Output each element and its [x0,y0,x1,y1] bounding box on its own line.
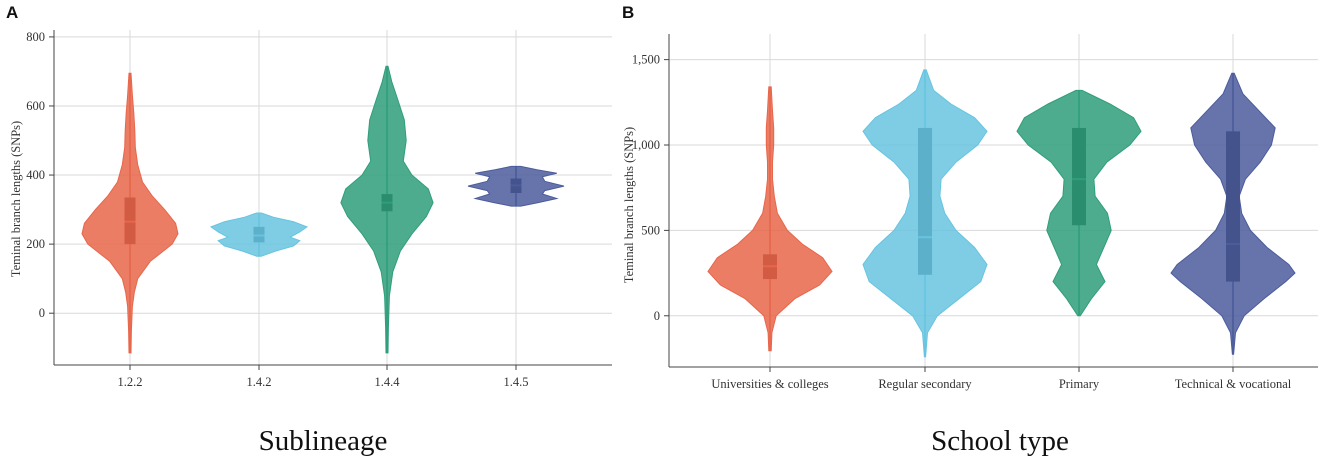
x-tick-label: Regular secondary [878,377,972,391]
violin-iqr-box [1226,131,1240,282]
violin-iqr-box [918,127,932,275]
violin-iqr-box [1072,127,1086,226]
y-tick-label: 1,500 [632,53,660,67]
x-tick-label: Technical & vocational [1175,377,1292,391]
y-tick-label: 0 [654,309,660,323]
y-tick-label: 800 [26,30,45,44]
x-tick-label: 1.4.2 [247,375,272,389]
x-tick-label: Universities & colleges [711,377,828,391]
x-tick-label: Primary [1059,377,1100,391]
x-tick-label: 1.4.4 [375,375,401,389]
panel-a-letter: A [6,3,18,22]
y-tick-label: 400 [26,168,45,182]
y-tick-label: 0 [39,306,45,320]
x-tick-label: 1.4.5 [504,375,529,389]
panel-a: A Sublineage Teminal branch lengths (SNP… [6,3,612,457]
panel-a-x-title: Sublineage [259,425,388,457]
y-tick-label: 500 [641,223,660,237]
panel-b: B School type Teminal branch lengths (SN… [622,3,1318,457]
y-tick-label: 1,000 [632,138,660,152]
x-tick-label: 1.2.2 [118,375,143,389]
panel-b-letter: B [622,3,634,22]
panel-b-y-title: Teminal branch lengths (SNPs) [622,127,636,283]
panel-a-y-title: Teminal branch lengths (SNPs) [9,121,23,277]
y-tick-label: 600 [26,99,45,113]
panel-b-x-title: School type [931,425,1069,457]
y-tick-label: 200 [26,237,45,251]
